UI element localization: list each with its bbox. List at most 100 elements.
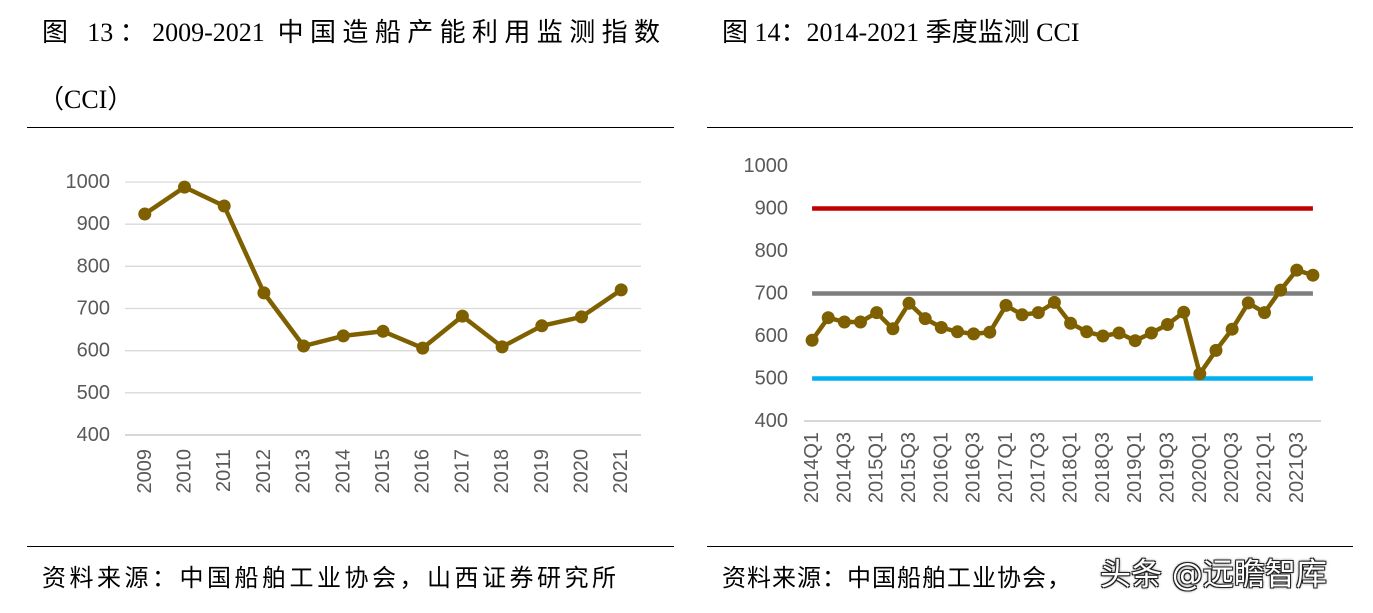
x-tick-label: 2017 <box>451 449 473 494</box>
cci-annual-line-chart: 400 500 600 700 800 900 1000 2009 2010 2011 2012 20… <box>66 171 641 494</box>
figure-14-source: 资料来源：中国船舶工业协会， <box>722 564 1072 592</box>
data-point <box>535 319 549 333</box>
data-point <box>1064 316 1078 330</box>
x-tick-label: 2016 <box>412 449 434 494</box>
data-point <box>854 315 867 329</box>
data-point <box>1031 306 1045 320</box>
x-tick-label: 2013 <box>293 449 315 494</box>
x-tick-label: 2020Q3 <box>1221 432 1243 503</box>
x-tick-label: 2016Q3 <box>963 432 985 503</box>
figure-13-source: 资料来源：中国船舶工业协会，山西证券研究所 <box>42 564 620 592</box>
x-tick-label: 2012 <box>253 449 275 494</box>
data-point <box>951 325 964 339</box>
data-point <box>1290 263 1304 277</box>
data-point <box>1047 295 1061 309</box>
data-point <box>1096 329 1110 343</box>
data-point <box>376 324 390 338</box>
y-tick-label: 800 <box>77 255 110 277</box>
data-point <box>902 296 916 310</box>
x-tick-label: 2019Q1 <box>1124 432 1146 503</box>
y-tick-label: 700 <box>77 298 110 320</box>
data-point <box>138 207 152 221</box>
data-point <box>1225 322 1239 336</box>
x-tick-label: 2018Q1 <box>1060 432 1082 503</box>
data-point <box>918 312 932 326</box>
x-tick-label: 2015 <box>372 449 394 494</box>
x-tick-label: 2021Q1 <box>1254 432 1276 503</box>
x-tick-label: 2011 <box>213 449 235 492</box>
data-point <box>416 341 430 355</box>
x-tick-label: 2010 <box>174 449 196 494</box>
data-point <box>837 315 851 329</box>
x-tick-label: 2017Q3 <box>1027 432 1049 503</box>
data-point <box>934 321 948 334</box>
x-tick-label: 2021Q3 <box>1286 432 1308 503</box>
y-tick-label: 700 <box>755 283 788 305</box>
cci-quarterly-line-chart: 400 500 600 700 800 900 1000 2014Q1 2014Q3 2015Q1… <box>744 155 1321 503</box>
x-tick-label: 2014Q3 <box>833 432 855 503</box>
data-point <box>1112 326 1126 340</box>
data-point <box>257 286 271 300</box>
data-point <box>297 339 311 353</box>
figure-13-title: 图 13：2009-2021 中国造船产能利用监测指数 <box>42 18 660 47</box>
y-tick-label: 1000 <box>744 155 789 177</box>
data-point <box>1177 305 1191 319</box>
data-point <box>821 311 835 325</box>
figure-13-title-rule <box>27 127 674 128</box>
data-point <box>336 329 350 343</box>
data-point <box>999 298 1013 312</box>
x-tick-label: 2016Q1 <box>930 432 952 503</box>
x-tick-label: 2014Q1 <box>801 432 823 503</box>
data-point <box>1241 296 1255 310</box>
data-point <box>1015 308 1029 322</box>
watermark-text: 头条 @远瞻智库 <box>1100 557 1327 593</box>
x-tick-label: 2015Q3 <box>898 432 920 503</box>
data-point <box>870 306 884 320</box>
data-point <box>455 309 469 323</box>
y-tick-label: 400 <box>77 424 110 446</box>
y-tick-label: 500 <box>755 368 788 390</box>
data-point <box>495 340 509 354</box>
data-point <box>1209 343 1223 357</box>
data-point <box>575 310 588 324</box>
y-tick-label: 800 <box>755 240 788 262</box>
x-tick-label: 2018 <box>491 449 513 494</box>
data-point <box>983 325 997 339</box>
x-tick-label: 2019 <box>531 449 553 494</box>
figure-13-panel: 图 13：2009-2021 中国造船产能利用监测指数 （CCI） 400 500… <box>0 0 686 613</box>
y-tick-label: 1000 <box>66 171 111 193</box>
data-point <box>217 199 231 213</box>
figure-14-title: 图 14：2014-2021 季度监测 CCI <box>722 18 1080 47</box>
data-point <box>1274 283 1288 297</box>
data-point <box>1080 325 1094 339</box>
x-tick-label: 2015Q1 <box>866 432 888 503</box>
data-point <box>1306 268 1320 282</box>
x-tick-label: 2021 <box>610 449 632 494</box>
series-line <box>810 267 1314 377</box>
data-point <box>967 327 981 341</box>
figure-14-panel: 图 14：2014-2021 季度监测 CCI 400 500 600 700 800 9… <box>687 0 1373 613</box>
figure-14-source-rule <box>707 546 1353 547</box>
series-line <box>143 184 623 351</box>
y-tick-label: 600 <box>77 340 110 362</box>
data-point <box>886 322 900 336</box>
figure-14-title-rule <box>707 127 1353 128</box>
x-tick-label: 2018Q3 <box>1092 432 1114 503</box>
x-tick-label: 2019Q3 <box>1157 432 1179 503</box>
data-point <box>1193 367 1207 381</box>
y-tick-label: 600 <box>755 325 788 347</box>
y-tick-label: 900 <box>77 213 110 235</box>
data-point <box>614 283 628 297</box>
data-point <box>1258 306 1271 320</box>
y-tick-label: 900 <box>755 198 788 220</box>
x-tick-label: 2017Q1 <box>995 432 1017 503</box>
data-point <box>1161 318 1174 331</box>
x-tick-label: 2014 <box>332 449 354 494</box>
data-point <box>805 333 819 347</box>
figure-13-title-continuation: （CCI） <box>38 85 134 114</box>
figure-13-source-rule <box>27 546 674 547</box>
y-tick-label: 500 <box>77 382 110 404</box>
data-point <box>1128 334 1142 348</box>
x-tick-label: 2020 <box>571 449 593 494</box>
y-tick-label: 400 <box>755 410 788 432</box>
